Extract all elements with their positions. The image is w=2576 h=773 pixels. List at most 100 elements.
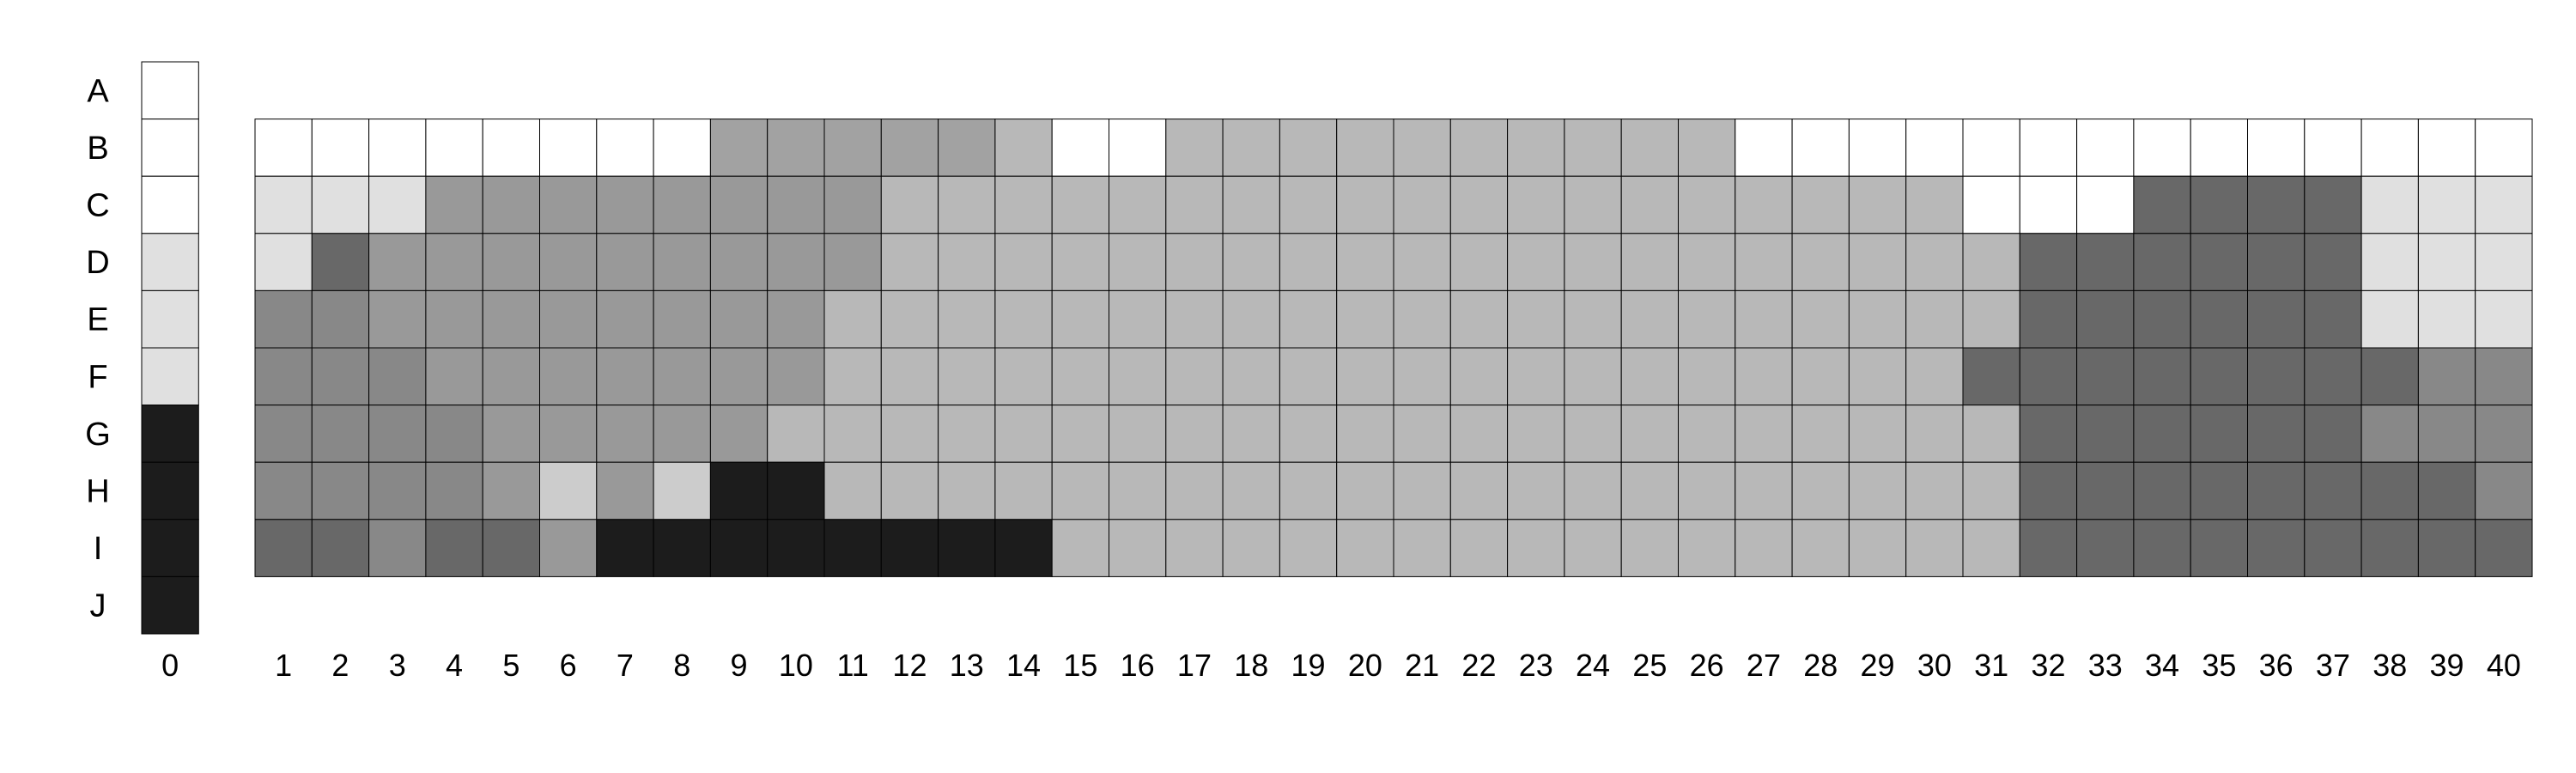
cell-f-26: [1678, 347, 1736, 406]
cell-c-29: [1848, 175, 1907, 234]
cell-i-18: [1222, 519, 1280, 577]
cell-i-22: [1449, 519, 1509, 577]
legend-column: [141, 61, 199, 635]
cell-e-13: [938, 289, 996, 349]
cell-i-14: [994, 519, 1053, 577]
cell-i-8: [653, 519, 711, 577]
cell-h-4: [425, 461, 483, 520]
cell-c-12: [880, 175, 939, 234]
cell-b-22: [1449, 119, 1509, 177]
cell-h-24: [1564, 461, 1622, 520]
cell-f-19: [1279, 347, 1338, 406]
cell-h-21: [1393, 461, 1451, 520]
cell-b-11: [823, 119, 882, 177]
cell-c-17: [1165, 175, 1224, 234]
cell-i-32: [2019, 519, 2078, 577]
cell-i-31: [1962, 519, 2020, 577]
cell-e-25: [1620, 289, 1679, 349]
cell-f-1: [254, 347, 313, 406]
cell-f-29: [1848, 347, 1907, 406]
cell-f-18: [1222, 347, 1280, 406]
column-label-9: 9: [731, 648, 748, 683]
cell-c-39: [2417, 175, 2476, 234]
cell-b-10: [767, 119, 825, 177]
cell-h-38: [2360, 461, 2419, 520]
cell-d-18: [1222, 233, 1280, 291]
column-label-35: 35: [2202, 648, 2236, 683]
cell-g-30: [1905, 405, 1964, 463]
cell-f-40: [2475, 347, 2533, 406]
cell-c-14: [994, 175, 1053, 234]
cell-g-36: [2247, 405, 2306, 463]
cell-d-1: [254, 233, 313, 291]
column-label-28: 28: [1803, 648, 1838, 683]
cell-d-11: [823, 233, 882, 291]
cell-i-5: [482, 519, 541, 577]
cell-c-23: [1507, 175, 1565, 234]
cell-d-6: [539, 233, 598, 291]
cell-h-11: [823, 461, 882, 520]
cell-b-13: [938, 119, 996, 177]
cell-c-37: [2304, 175, 2362, 234]
cell-f-28: [1791, 347, 1850, 406]
cell-e-34: [2133, 289, 2191, 349]
cell-g-31: [1962, 405, 2020, 463]
cell-h-1: [254, 461, 313, 520]
cell-g-20: [1336, 405, 1394, 463]
cell-g-7: [596, 405, 654, 463]
column-label-7: 7: [617, 648, 634, 683]
cell-e-17: [1165, 289, 1224, 349]
legend-cell-i: [141, 519, 199, 577]
column-label-8: 8: [673, 648, 690, 683]
cell-e-2: [311, 289, 370, 349]
cell-e-4: [425, 289, 483, 349]
cell-f-3: [368, 347, 427, 406]
cell-h-15: [1051, 461, 1109, 520]
cell-h-27: [1735, 461, 1793, 520]
cell-d-12: [880, 233, 939, 291]
column-label-39: 39: [2430, 648, 2464, 683]
cell-e-6: [539, 289, 598, 349]
cell-f-34: [2133, 347, 2191, 406]
cell-h-14: [994, 461, 1053, 520]
cell-c-6: [539, 175, 598, 234]
cell-d-8: [653, 233, 711, 291]
cell-g-33: [2076, 405, 2135, 463]
row-label-d: D: [86, 245, 109, 281]
cell-d-5: [482, 233, 541, 291]
cell-g-2: [311, 405, 370, 463]
legend-cell-e: [141, 289, 199, 349]
cell-e-24: [1564, 289, 1622, 349]
cell-f-25: [1620, 347, 1679, 406]
column-label-13: 13: [950, 648, 984, 683]
cell-e-31: [1962, 289, 2020, 349]
cell-f-6: [539, 347, 598, 406]
cell-d-21: [1393, 233, 1451, 291]
cell-c-31: [1962, 175, 2020, 234]
cell-f-5: [482, 347, 541, 406]
column-label-12: 12: [892, 648, 927, 683]
cell-e-9: [709, 289, 769, 349]
cell-e-1: [254, 289, 313, 349]
cell-h-20: [1336, 461, 1394, 520]
column-label-23: 23: [1519, 648, 1553, 683]
row-label-a: A: [87, 73, 109, 109]
cell-b-7: [596, 119, 654, 177]
cell-f-8: [653, 347, 711, 406]
cell-i-24: [1564, 519, 1622, 577]
row-label-i: I: [94, 531, 103, 567]
cell-i-36: [2247, 519, 2306, 577]
column-label-14: 14: [1006, 648, 1041, 683]
cell-g-1: [254, 405, 313, 463]
cell-b-12: [880, 119, 939, 177]
cell-g-5: [482, 405, 541, 463]
cell-d-29: [1848, 233, 1907, 291]
cell-g-26: [1678, 405, 1736, 463]
cell-b-29: [1848, 119, 1907, 177]
cell-d-40: [2475, 233, 2533, 291]
cell-c-16: [1109, 175, 1167, 234]
cell-i-25: [1620, 519, 1679, 577]
cell-h-3: [368, 461, 427, 520]
cell-d-15: [1051, 233, 1109, 291]
cell-f-27: [1735, 347, 1793, 406]
